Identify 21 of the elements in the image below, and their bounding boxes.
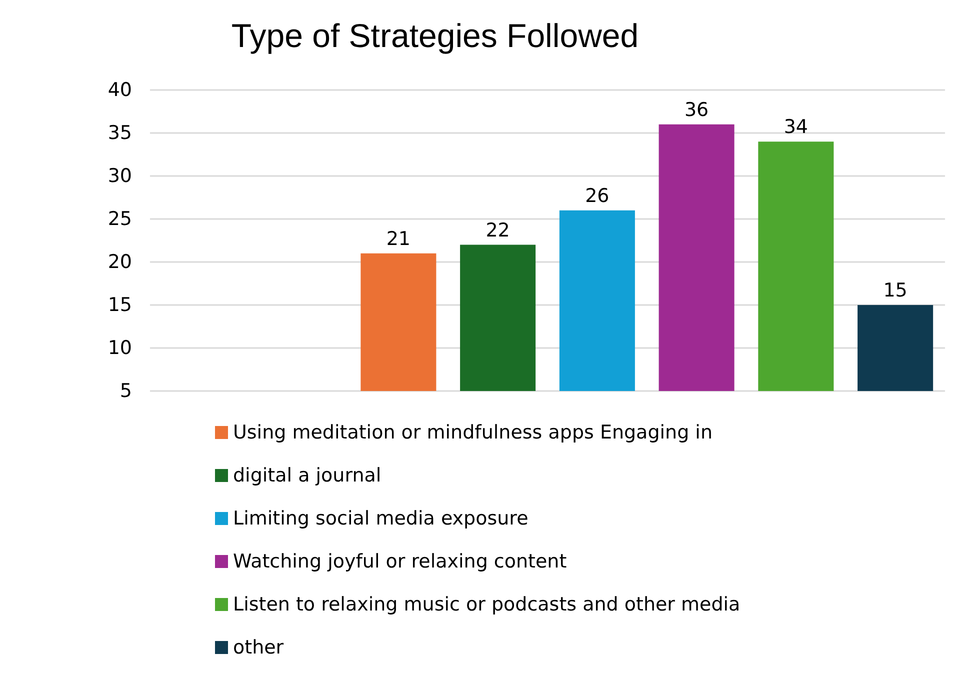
legend-label: other [233,636,284,658]
data-label: 36 [684,98,709,121]
legend-label: Limiting social media exposure [233,508,528,530]
data-label: 21 [386,228,411,250]
legend-label: digital a journal [233,464,382,486]
data-label: 22 [486,219,510,242]
data-label: 15 [883,280,908,302]
chart-title: Type of Strategies Followed [231,17,639,54]
data-label: 26 [585,184,610,207]
y-tick-label: 20 [108,251,132,273]
y-tick-label: 35 [108,122,132,144]
legend-label: Listen to relaxing music or podcasts and other media [233,594,740,616]
y-tick-label: 5 [120,380,132,402]
y-tick-label: 25 [108,208,132,230]
y-tick-label: 30 [108,165,132,187]
y-tick-label: 10 [108,337,132,359]
data-label: 34 [784,116,808,138]
legend-label: Using meditation or mindfulness apps Engaging in [233,422,712,444]
y-tick-label: 40 [108,79,132,101]
legend-label: Watching joyful or relaxing content [233,550,567,572]
y-tick-label: 15 [108,294,132,316]
